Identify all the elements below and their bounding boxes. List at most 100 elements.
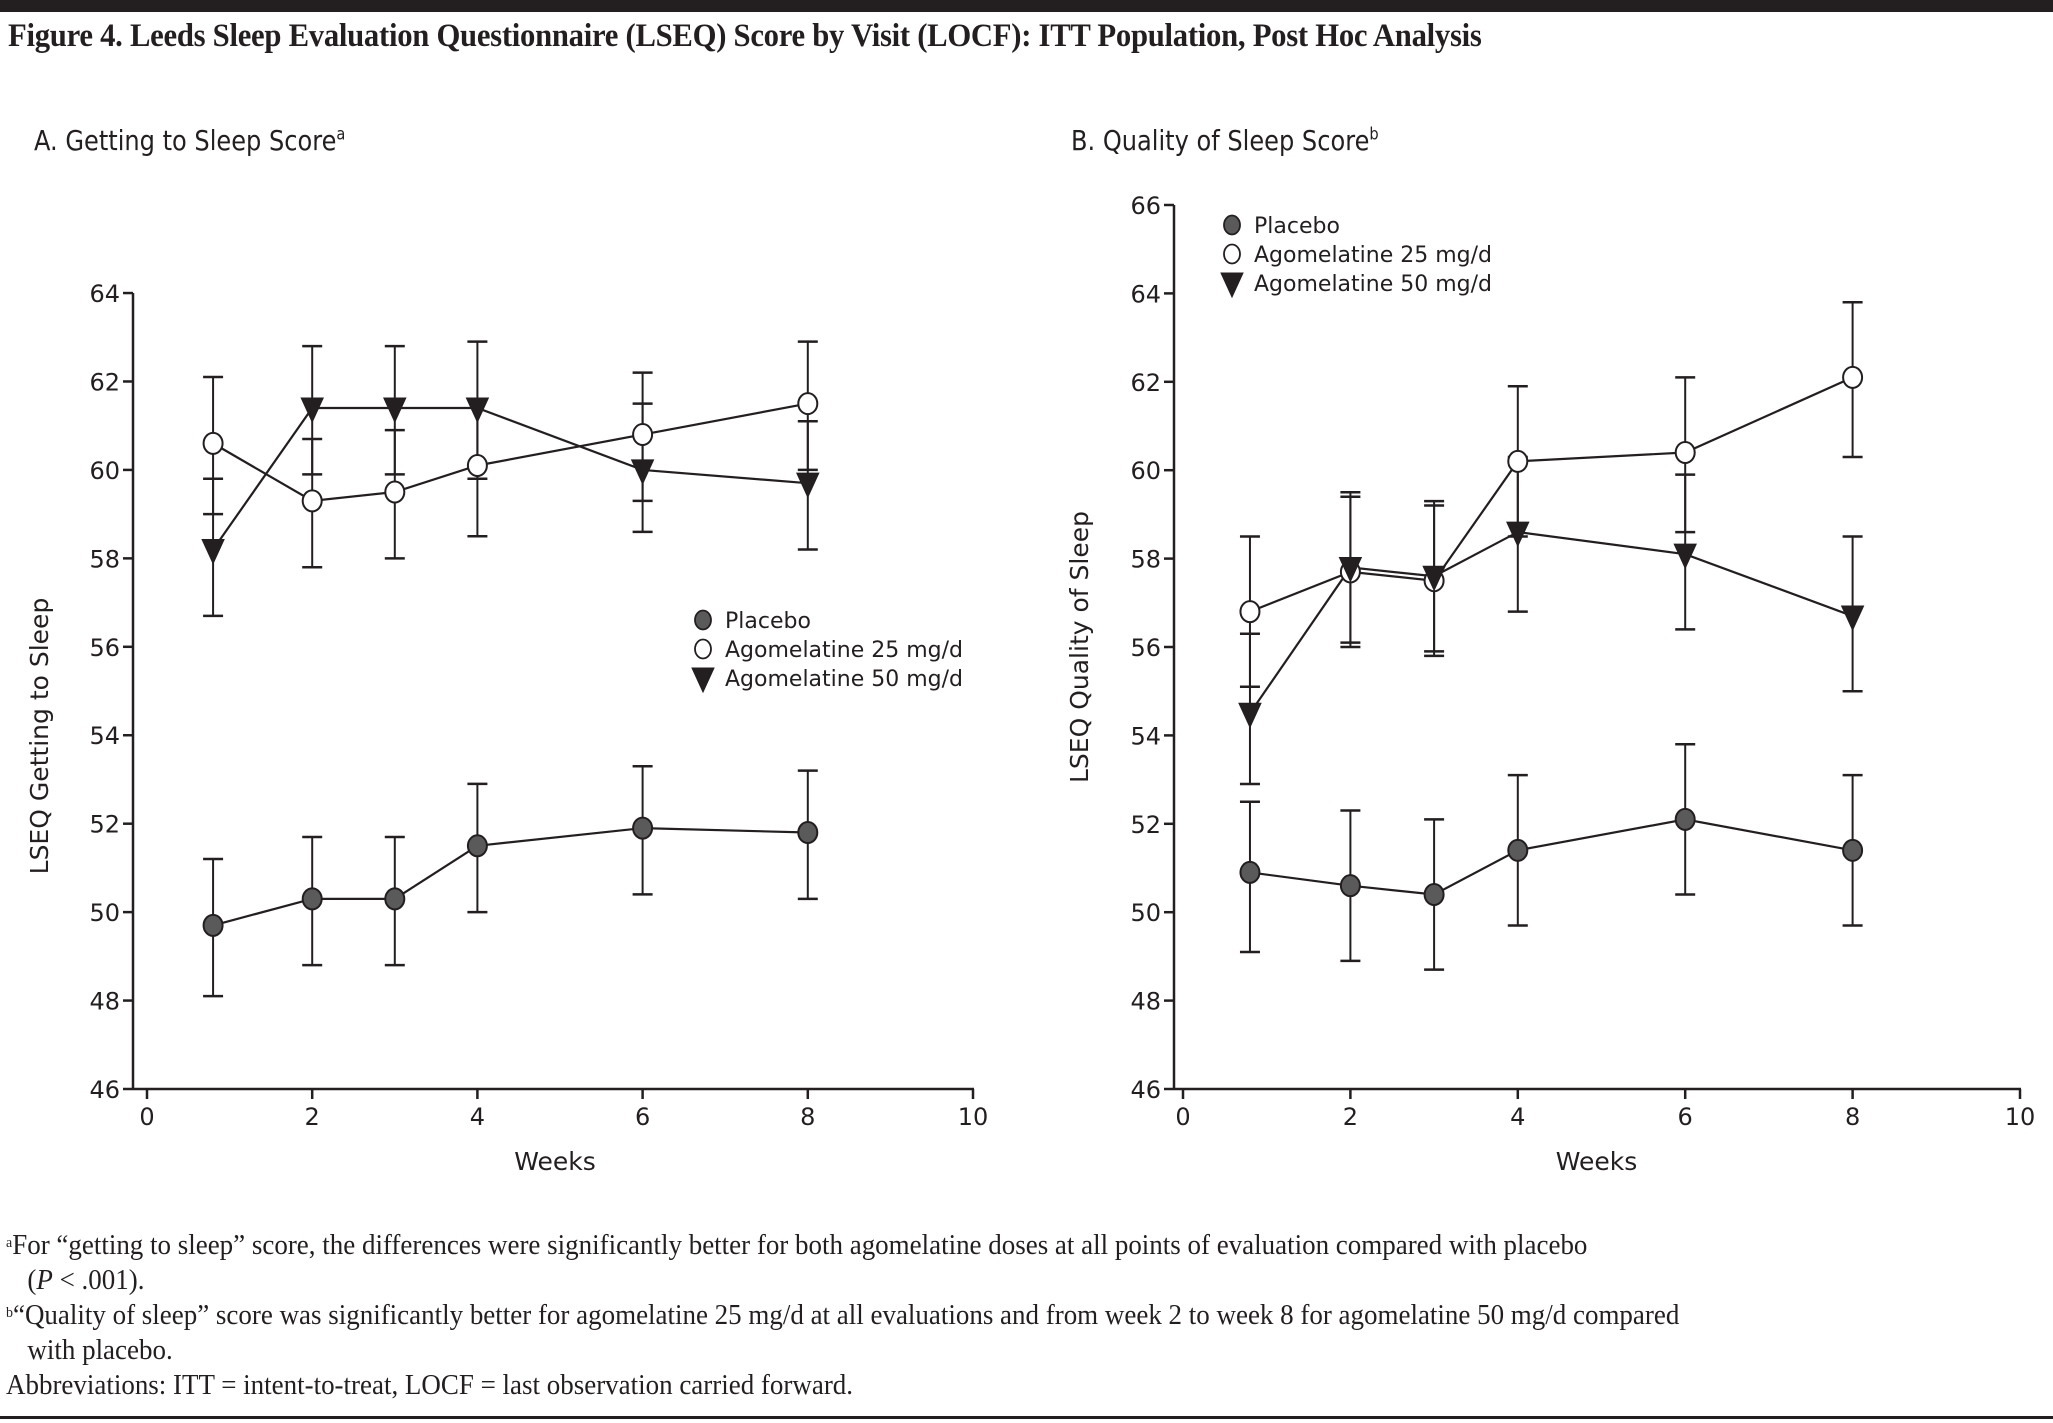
y-tick-label: 54 — [89, 722, 120, 750]
series-filled-circle — [1239, 742, 1863, 971]
y-tick-label: 58 — [89, 545, 120, 573]
x-tick-label: 8 — [800, 1103, 815, 1131]
data-point — [632, 423, 654, 447]
data-point — [1842, 365, 1864, 389]
series-line — [1249, 376, 1854, 613]
legend-label: Agomelatine 50 mg/d — [725, 667, 963, 692]
markers-open-circle — [202, 392, 819, 513]
series-line — [1249, 818, 1853, 896]
x-axis-title: Weeks — [514, 1147, 596, 1176]
y-tick-label: 60 — [1130, 457, 1161, 485]
data-point — [1422, 565, 1446, 592]
legend: Placebo Agomelatine 25 mg/d Agomelatine 50… — [691, 609, 963, 694]
data-point — [630, 459, 655, 486]
legend-label: Agomelatine 50 mg/d — [1254, 272, 1492, 297]
markers-open-circle — [1239, 365, 1864, 624]
data-point — [797, 392, 819, 416]
legend-marker-filled-circle — [1223, 214, 1241, 236]
data-point — [202, 913, 224, 937]
data-point — [1506, 521, 1530, 548]
legend-label: Placebo — [725, 609, 811, 634]
y-tick-label: 52 — [89, 811, 120, 839]
y-tick-label: 64 — [89, 280, 120, 308]
panel-b-title-text: B. Quality of Sleep Score — [1071, 124, 1370, 157]
series-filled-triangle-down — [203, 340, 818, 618]
y-tick-label: 48 — [1130, 988, 1161, 1016]
panel-a-title: A. Getting to Sleep Scorea — [34, 124, 345, 157]
data-point — [301, 489, 323, 513]
x-tick-label: 6 — [1678, 1103, 1693, 1131]
data-point — [1239, 600, 1261, 624]
markers-filled-triangle-down — [201, 397, 820, 565]
data-point — [796, 472, 820, 499]
x-tick-label: 0 — [139, 1103, 154, 1131]
y-axis-title: LSEQ Getting to Sleep — [25, 598, 54, 875]
series-open-circle — [203, 340, 818, 569]
series-line — [212, 406, 808, 551]
y-tick-label: 52 — [1130, 811, 1161, 839]
data-point — [465, 397, 490, 424]
y-tick-label: 46 — [89, 1076, 120, 1104]
series-line — [212, 402, 809, 503]
y-axis-title: LSEQ Quality of Sleep — [1065, 511, 1094, 783]
data-point — [1674, 441, 1696, 465]
y-tick-label: 60 — [89, 457, 120, 485]
data-point — [384, 480, 406, 504]
data-point — [1507, 449, 1529, 473]
data-point — [1338, 556, 1363, 583]
data-point — [466, 453, 488, 477]
series-filled-circle — [203, 764, 818, 998]
y-tick-label: 66 — [1130, 192, 1161, 220]
panel-a-title-superscript: a — [336, 124, 346, 145]
footnote-a: aFor “getting to sleep” score, the diffe… — [6, 1228, 1903, 1298]
y-tick-label: 56 — [1130, 634, 1161, 662]
y-tick-label: 50 — [1130, 899, 1161, 927]
panel-b-title: B. Quality of Sleep Scoreb — [1071, 124, 1379, 157]
series-filled-triangle-down — [1239, 455, 1863, 786]
footnote-a-p: P — [36, 1264, 53, 1296]
panel-a-title-text: A. Getting to Sleep Score — [34, 124, 337, 157]
x-tick-label: 6 — [635, 1103, 650, 1131]
top-rule — [0, 0, 2053, 12]
x-tick-label: 10 — [2005, 1103, 2036, 1131]
data-point — [1339, 874, 1361, 898]
footnote-b-mark: b — [6, 1305, 13, 1321]
panel-b-title-superscript: b — [1369, 124, 1379, 145]
footnote-a-mark: a — [6, 1235, 13, 1251]
data-point — [632, 816, 654, 840]
data-point — [1239, 860, 1261, 884]
x-tick-label: 2 — [305, 1103, 320, 1131]
legend-marker-open-circle — [1223, 243, 1241, 265]
x-tick-label: 4 — [470, 1103, 485, 1131]
y-tick-label: 46 — [1130, 1076, 1161, 1104]
y-tick-label: 62 — [1130, 369, 1161, 397]
data-point — [384, 887, 406, 911]
footnote-a-open: ( — [27, 1264, 37, 1296]
data-point — [797, 821, 819, 845]
y-tick-label: 48 — [89, 988, 120, 1016]
data-point — [1423, 883, 1445, 907]
data-point — [201, 539, 225, 565]
series-line — [212, 827, 808, 927]
x-tick-label: 4 — [1510, 1103, 1525, 1131]
markers-filled-circle — [202, 816, 819, 937]
x-tick-label: 2 — [1343, 1103, 1358, 1131]
data-point — [1842, 838, 1864, 862]
data-point — [300, 397, 324, 424]
x-tick-label: 10 — [958, 1103, 989, 1131]
y-tick-label: 58 — [1130, 546, 1161, 574]
data-point — [1238, 702, 1262, 729]
markers-filled-triangle-down — [1238, 521, 1865, 729]
footnote-b-text-2: with placebo. — [27, 1334, 173, 1366]
figure-title: Figure 4. Leeds Sleep Evaluation Questio… — [8, 18, 1482, 54]
series-open-circle — [1239, 300, 1863, 689]
footnote-a-pvalue: < .001). — [52, 1264, 145, 1296]
legend: Placebo Agomelatine 25 mg/d Agomelatine 50… — [1220, 214, 1492, 299]
footnote-b: b“Quality of sleep” score was significan… — [6, 1298, 1903, 1368]
footnote-b-text: “Quality of sleep” score was significant… — [12, 1299, 1680, 1331]
data-point — [1507, 838, 1529, 862]
y-tick-label: 56 — [89, 634, 120, 662]
markers-filled-circle — [1239, 807, 1864, 907]
